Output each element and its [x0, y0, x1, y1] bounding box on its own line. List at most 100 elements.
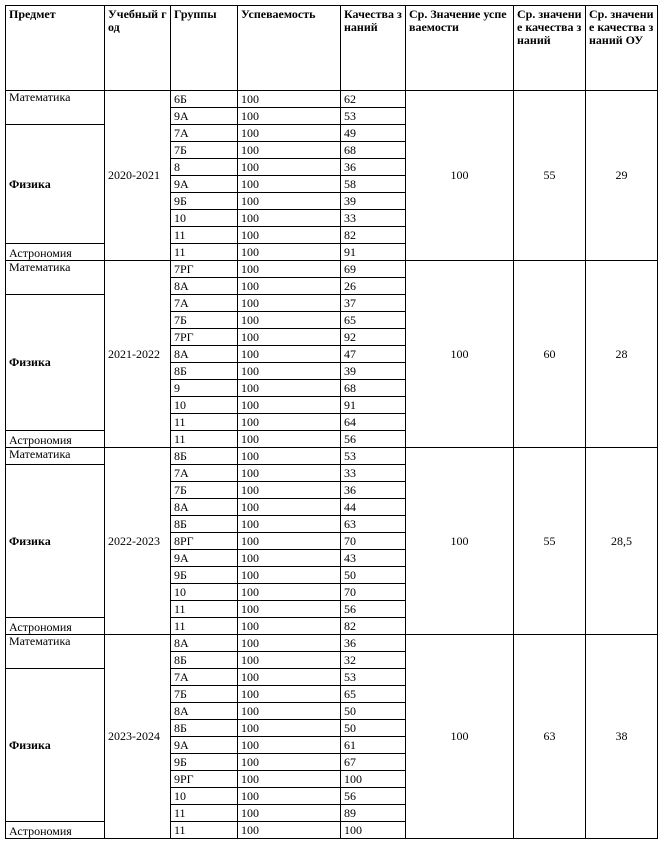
subject-cell: Математика [5, 90, 105, 125]
quality-cell: 89 [340, 804, 406, 822]
progress-cell: 100 [237, 209, 341, 227]
table-body: Математика 2020-2021 6Б 100 62 100 55 29 9А 100 53… [5, 90, 658, 839]
table-row: 10 100 33 [6, 209, 658, 227]
quality-cell: 56 [340, 430, 406, 448]
table-row: 8А 100 26 [6, 277, 658, 295]
progress-cell: 100 [237, 583, 341, 601]
quality-cell: 37 [340, 294, 406, 312]
quality-cell: 26 [340, 277, 406, 295]
quality-cell: 69 [340, 260, 406, 278]
quality-cell: 50 [340, 719, 406, 737]
table-row: Физика 7А 100 49 [5, 124, 658, 244]
quality-cell: 63 [340, 515, 406, 533]
quality-cell: 49 [340, 124, 406, 142]
progress-cell: 100 [237, 770, 341, 788]
group-cell: 8Б [170, 447, 238, 465]
quality-cell: 91 [340, 396, 406, 414]
subject-cell: Физика [5, 464, 105, 618]
header-cell: Предмет [5, 5, 105, 91]
progress-cell: 100 [237, 158, 341, 176]
quality-cell: 68 [340, 141, 406, 159]
header-cell: Группы [170, 5, 238, 91]
group-cell: 7Б [170, 311, 238, 329]
table-row: 10 100 70 [6, 583, 658, 601]
subject-cell: Астрономия [5, 617, 105, 635]
table-row: Физика 7А 100 33 [5, 464, 658, 618]
quality-cell: 53 [340, 107, 406, 125]
table-row: 9 100 68 [6, 379, 658, 397]
progress-cell: 100 [237, 226, 341, 244]
progress-cell: 100 [237, 498, 341, 516]
progress-cell: 100 [237, 175, 341, 193]
progress-cell: 100 [237, 736, 341, 754]
table-row: 9А 100 58 [6, 175, 658, 193]
group-cell: 9А [170, 107, 238, 125]
table-row: Астрономия 11 100 56 [5, 430, 658, 448]
table-row: 7Б 100 68 [6, 141, 658, 159]
header-cell: Ср. Значение успеваемости [405, 5, 514, 91]
quality-cell: 32 [340, 651, 406, 669]
table-row: 8Б 100 39 [6, 362, 658, 380]
group-cell: 10 [170, 583, 238, 601]
quality-cell: 67 [340, 753, 406, 771]
year-cell: 2021-2022 [104, 260, 171, 448]
group-cell: 10 [170, 209, 238, 227]
group-cell: 8Б [170, 515, 238, 533]
table-row: 9РГ 100 100 [6, 770, 658, 788]
header-row: Предмет Учебный год Группы Успеваемость Каче… [5, 5, 658, 91]
group-cell: 7А [170, 668, 238, 686]
group-cell: 10 [170, 396, 238, 414]
progress-cell: 100 [237, 549, 341, 567]
progress-cell: 100 [237, 260, 341, 278]
quality-cell: 36 [340, 481, 406, 499]
quality-cell: 53 [340, 668, 406, 686]
quality-cell: 50 [340, 566, 406, 584]
table-row: Математика 2023-2024 8А 100 36 100 63 38 [5, 634, 658, 839]
progress-cell: 100 [237, 821, 341, 839]
group-cell: 7Б [170, 685, 238, 703]
progress-cell: 100 [237, 532, 341, 550]
quality-cell: 43 [340, 549, 406, 567]
quality-cell: 36 [340, 634, 406, 652]
quality-cell: 36 [340, 158, 406, 176]
quality-cell: 70 [340, 583, 406, 601]
group-cell: 9А [170, 549, 238, 567]
subject-cell: Физика [5, 294, 105, 431]
progress-cell: 100 [237, 566, 341, 584]
progress-cell: 100 [237, 311, 341, 329]
average-cell: 60 [513, 260, 586, 448]
average-cell: 28,5 [585, 447, 658, 635]
group-cell: 7А [170, 464, 238, 482]
table-row: Математика 2022-2023 8Б 100 53 100 55 28,5 [5, 447, 658, 635]
group-cell: 11 [170, 821, 238, 839]
quality-cell: 82 [340, 617, 406, 635]
progress-cell: 100 [237, 515, 341, 533]
group-cell: 8А [170, 498, 238, 516]
group-cell: 11 [170, 243, 238, 261]
quality-cell: 33 [340, 464, 406, 482]
quality-cell: 53 [340, 447, 406, 465]
group-cell: 9Б [170, 566, 238, 584]
table-row: 8 100 36 [6, 158, 658, 176]
subject-cell: Физика [5, 668, 105, 822]
group-cell: 7Б [170, 141, 238, 159]
average-cell: 29 [585, 90, 658, 261]
group-cell: 8 [170, 158, 238, 176]
progress-cell: 100 [237, 192, 341, 210]
table-row: 8РГ 100 70 [6, 532, 658, 550]
group-cell: 8А [170, 277, 238, 295]
header-cell: Ср. значение качества знаний ОУ [585, 5, 658, 91]
subject-cell: Физика [5, 124, 105, 244]
progress-cell: 100 [237, 651, 341, 669]
group-cell: 8А [170, 634, 238, 652]
table-row: 11 100 56 [6, 600, 658, 618]
quality-cell: 39 [340, 192, 406, 210]
average-cell: 100 [405, 447, 514, 635]
quality-cell: 39 [340, 362, 406, 380]
progress-cell: 100 [237, 430, 341, 448]
quality-cell: 56 [340, 787, 406, 805]
group-cell: 9Б [170, 192, 238, 210]
progress-cell: 100 [237, 600, 341, 618]
group-cell: 11 [170, 600, 238, 618]
